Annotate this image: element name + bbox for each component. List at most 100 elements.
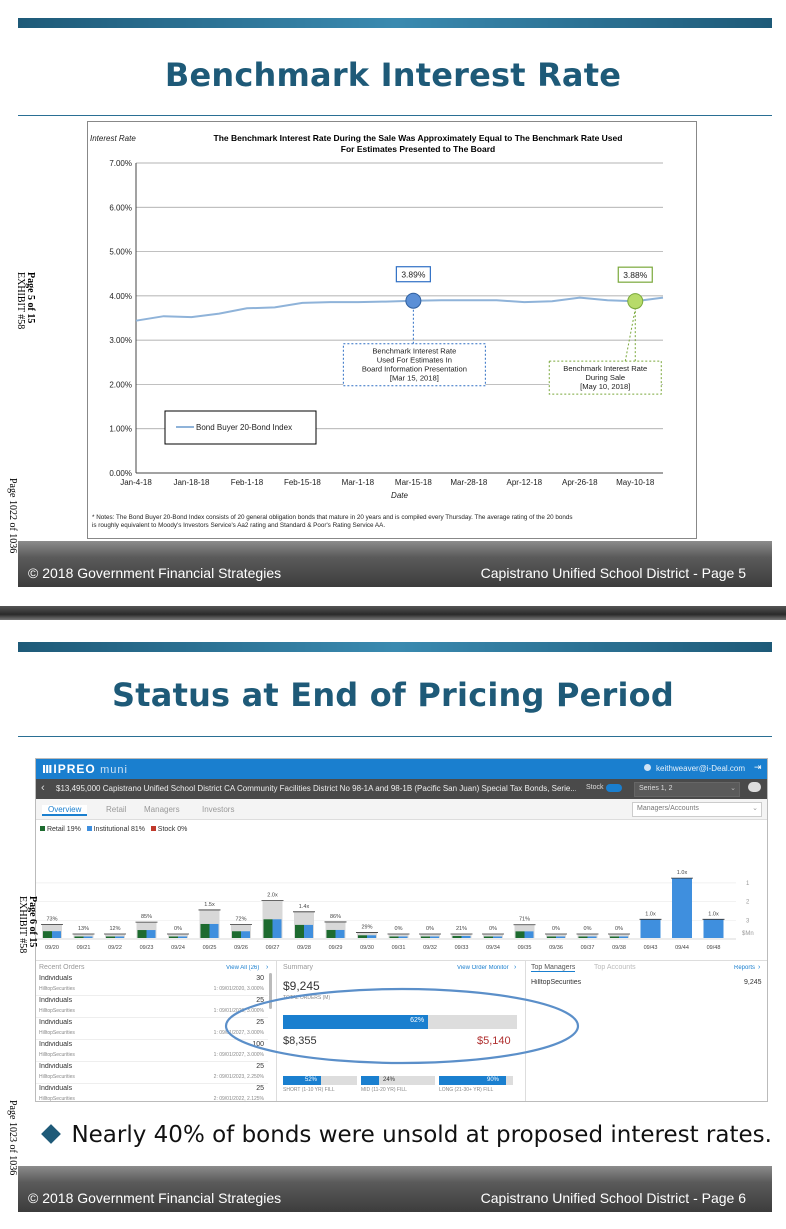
accounts-select[interactable]: Managers/Accounts ⌄: [632, 802, 762, 817]
bar-axis-label: 3: [746, 918, 750, 924]
recent-orders-title: Recent Orders: [39, 964, 85, 971]
bar-retail: [326, 929, 336, 938]
chevron-down-icon: ⌄: [730, 785, 736, 792]
legend-retail-swatch: [40, 826, 45, 831]
logout-icon[interactable]: ⇥: [754, 762, 762, 772]
bar-label: 1.0x: [708, 911, 719, 917]
order-quantity: 30: [256, 975, 264, 982]
sold-progress-fill: 62%: [283, 1015, 429, 1029]
bar-date: 09/44: [675, 945, 689, 951]
order-quantity: 25: [256, 1019, 264, 1026]
order-detail: 1: 09/01/2027, 3.000%: [213, 1030, 264, 1036]
bar-date: 09/38: [612, 945, 626, 951]
bar-institutional: [493, 936, 502, 938]
accounts-select-value: Managers/Accounts: [637, 805, 699, 812]
order-row[interactable]: Individuals HilltopSecurities 25 1: 09/01/2…: [36, 996, 268, 1018]
bar-date: 09/30: [360, 945, 374, 951]
bar-axis-unit: $Mn: [742, 931, 754, 937]
bar-institutional: [619, 936, 628, 938]
bar-total: [388, 934, 409, 938]
tab-managers[interactable]: Managers: [144, 805, 180, 814]
bar-label: 2.0x: [267, 893, 278, 899]
x-tick-label: Apr-26-18: [562, 478, 598, 487]
order-row[interactable]: Individuals HilltopSecurities 25 2: 09/01/2…: [36, 1062, 268, 1084]
bar-total: [672, 878, 692, 938]
bar-institutional: [304, 924, 313, 938]
slide-1-side-page: Page 5 of 15: [25, 272, 36, 324]
bar-institutional: [461, 936, 471, 938]
benchmark-chart-frame: Interest Rate The Benchmark Interest Rate…: [87, 121, 697, 539]
bar-label: 1.0x: [677, 870, 688, 876]
tab-retail[interactable]: Retail: [106, 805, 127, 814]
bar-date: 09/27: [266, 945, 280, 951]
annotation-text-sale: [May 10, 2018]: [580, 382, 630, 391]
bar-date: 09/25: [203, 945, 217, 951]
y-axis-label: Interest Rate: [90, 134, 136, 143]
bar-label: 12%: [109, 926, 120, 932]
bar-institutional: [209, 923, 219, 938]
reports-chevron-icon[interactable]: ›: [758, 964, 761, 971]
bar-date: 09/34: [486, 945, 500, 951]
y-tick-label: 1.00%: [109, 425, 132, 434]
x-tick-label: May-10-18: [616, 478, 655, 487]
tab-top-accounts[interactable]: Top Accounts: [594, 964, 636, 971]
series-select[interactable]: Series 1, 2 ⌄: [634, 782, 740, 797]
view-all-link[interactable]: View All (26): [226, 965, 260, 971]
bar-label: 72%: [235, 917, 246, 923]
tab-top-managers[interactable]: Top Managers: [531, 964, 576, 972]
y-tick-label: 7.00%: [109, 159, 132, 168]
view-all-chevron-icon[interactable]: ›: [266, 964, 269, 971]
bar-total: [577, 934, 598, 938]
order-row[interactable]: Individuals HilltopSecurities 100 1: 09/01/…: [36, 1040, 268, 1062]
reports-link[interactable]: Reports: [734, 965, 756, 971]
bar-retail: [515, 931, 525, 938]
stock-toggle[interactable]: [606, 784, 622, 792]
tabs-row: Overview Retail Managers Investors Manag…: [36, 799, 767, 820]
x-tick-label: Jan-18-18: [173, 478, 210, 487]
orders-scrollbar[interactable]: [269, 973, 272, 1009]
order-firm: HilltopSecurities: [39, 986, 75, 992]
slide-1-side-outer: Page 1022 of 1036: [7, 478, 18, 554]
bar-label: 1.4x: [299, 904, 310, 910]
bar-date: 09/21: [77, 945, 91, 951]
order-firm: HilltopSecurities: [39, 1074, 75, 1080]
view-order-monitor-link[interactable]: View Order Monitor: [457, 965, 509, 971]
ipreo-logo-text: IPREO: [53, 762, 96, 776]
x-tick-label: Feb-1-18: [231, 478, 264, 487]
order-row[interactable]: Individuals HilltopSecurities 25 2: 09/01/2…: [36, 1084, 268, 1101]
legend-stock: Stock 0%: [157, 826, 188, 833]
bar-institutional: [146, 930, 156, 938]
order-row[interactable]: Individuals HilltopSecurities 25 1: 09/01/2…: [36, 1018, 268, 1040]
legend-label-bond-buyer-index: Bond Buyer 20-Bond Index: [196, 423, 292, 432]
bar-institutional: [524, 931, 534, 938]
cloud-download-icon[interactable]: [748, 782, 761, 792]
short-fill-percent: 52%: [305, 1077, 318, 1083]
bar-label: 71%: [519, 917, 530, 923]
bar-retail: [610, 936, 619, 938]
ipreo-user[interactable]: keithweaver@i-Deal.com: [656, 764, 746, 773]
order-row[interactable]: Individuals HilltopSecurities 30 1: 09/01/2…: [36, 974, 268, 996]
bar-retail: [389, 936, 399, 938]
bar-date: 09/26: [234, 945, 248, 951]
annotation-text-sale: Benchmark Interest Rate: [563, 364, 647, 373]
back-chevron-icon[interactable]: ‹: [41, 782, 45, 794]
bar-retail: [106, 936, 115, 938]
ipreo-legend: Retail 19% Institutional 81% Stock 0%: [40, 826, 187, 833]
bullet-point: Nearly 40% of bonds were unsold at propo…: [41, 1122, 772, 1148]
bar-label: 1.0x: [645, 911, 656, 917]
deal-title: $13,495,000 Capistrano Unified School Di…: [56, 784, 576, 793]
y-tick-label: 4.00%: [109, 292, 132, 301]
bar-date: 09/22: [108, 945, 122, 951]
annotation-value-box-estimate: [395, 266, 431, 283]
bar-total: [451, 934, 472, 938]
bar-total: [73, 934, 94, 938]
slide-2-title: Status at End of Pricing Period: [112, 676, 674, 714]
chart-note-line-1: * Notes: The Bond Buyer 20-Bond Index co…: [92, 514, 573, 521]
top-managers-panel: Top Managers Top Accounts Reports › Hill…: [526, 961, 767, 1101]
bar-retail: [263, 919, 273, 938]
view-order-monitor-chevron-icon[interactable]: ›: [514, 964, 517, 971]
tab-overview[interactable]: Overview: [42, 805, 88, 816]
bar-retail: [43, 931, 52, 938]
deal-bar: ‹ $13,495,000 Capistrano Unified School …: [36, 779, 767, 799]
tab-investors[interactable]: Investors: [202, 805, 235, 814]
